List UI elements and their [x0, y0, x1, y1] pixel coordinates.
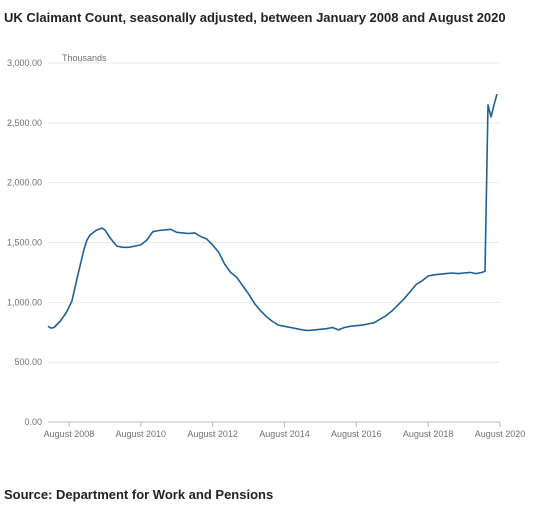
y-tick-label: 3,000.00: [7, 58, 42, 68]
x-axis: August 2008 August 2010 August 2012 August …: [44, 422, 526, 439]
x-tick-label: August 2018: [403, 429, 454, 439]
y-axis: 0.00 500.00 1,000.00 1,500.00 2,000.00 2,500.…: [7, 58, 42, 427]
source-note: Source: Department for Work and Pensions: [4, 487, 274, 502]
x-tick-label: August 2012: [187, 429, 238, 439]
series-line: [47, 93, 498, 332]
x-tick-label: August 2008: [44, 429, 95, 439]
y-axis-label: Thousands: [62, 53, 107, 63]
y-tick-label: 1,500.00: [7, 238, 42, 248]
y-tick-label: 2,000.00: [7, 178, 42, 188]
chart-title: UK Claimant Count, seasonally adjusted, …: [4, 10, 506, 25]
y-tick-label: 0.00: [24, 417, 42, 427]
y-tick-label: 2,500.00: [7, 118, 42, 128]
x-tick-label: August 2014: [259, 429, 310, 439]
y-tick-label: 500.00: [14, 357, 42, 367]
grid-lines: [48, 62, 500, 423]
x-tick-label: August 2016: [331, 429, 382, 439]
x-tick-label: August 2020: [475, 429, 526, 439]
series-claimant-count: [47, 93, 498, 332]
y-tick-label: 1,000.00: [7, 297, 42, 307]
x-tick-label: August 2010: [116, 429, 167, 439]
